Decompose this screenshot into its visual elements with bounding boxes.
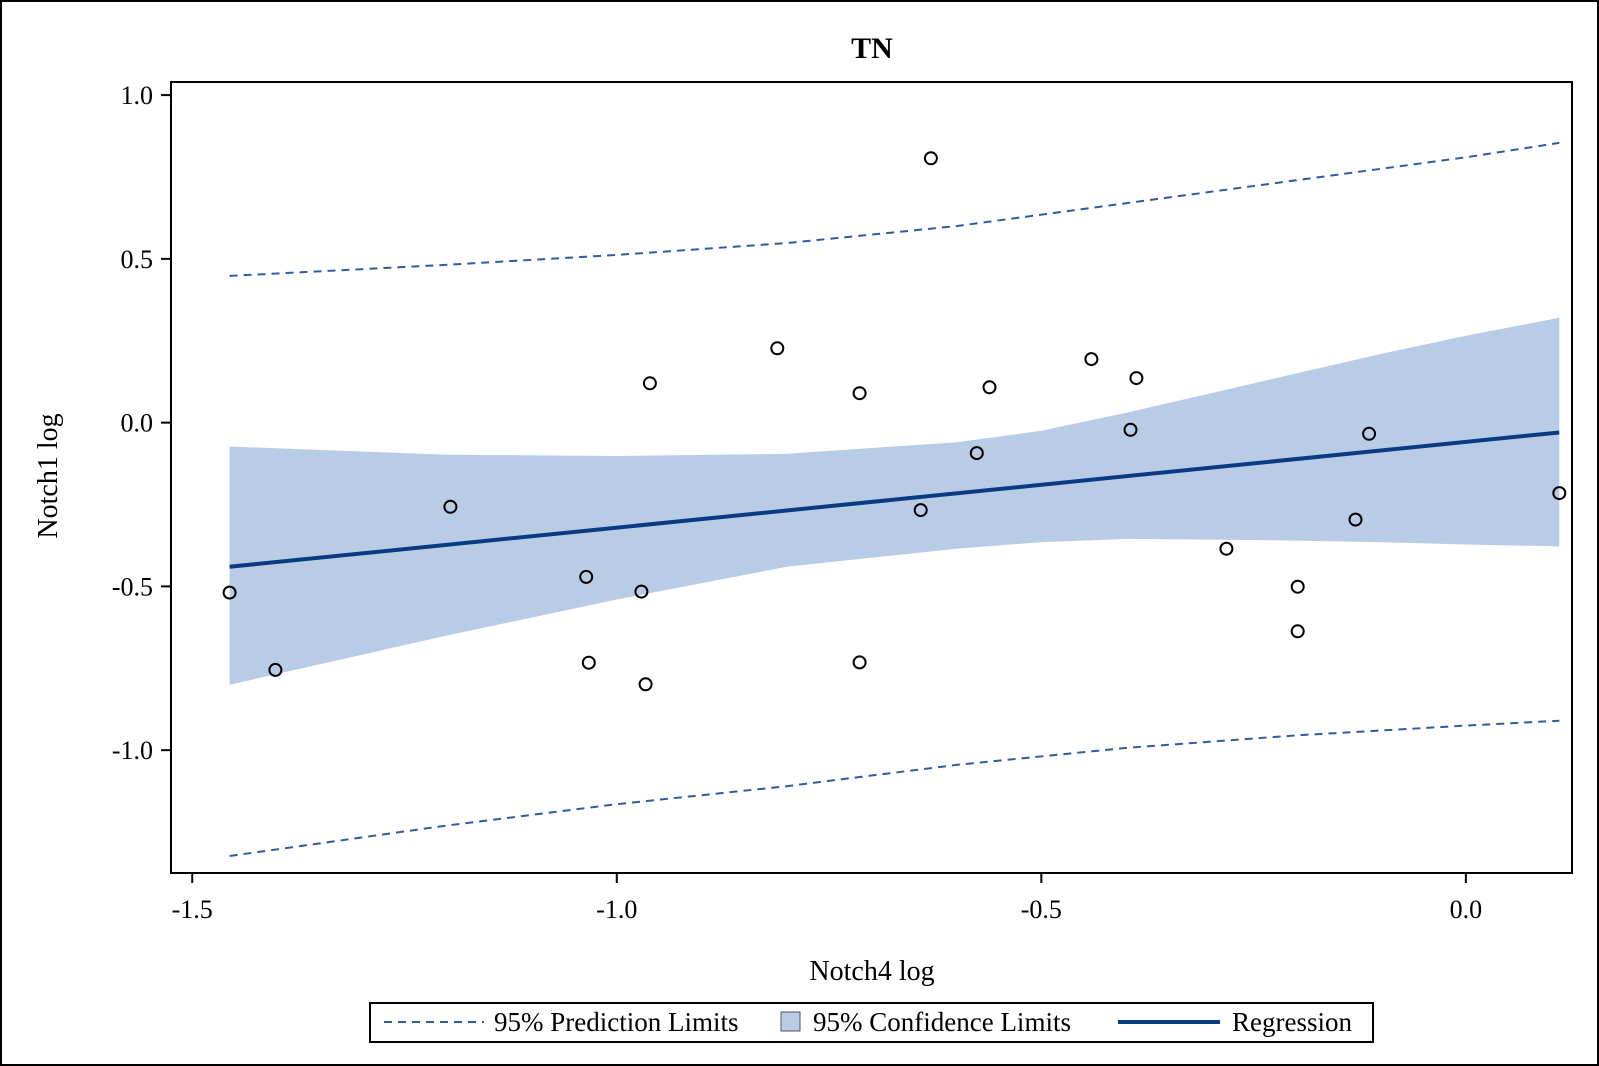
data-point-20 — [1290, 579, 1305, 594]
chart-title: TN — [851, 32, 893, 65]
axes: -1.5 -1.0 -0.5 0.0 1.0 0.5 0.0 -0.5 -1.0 — [112, 81, 1573, 924]
data-point-6 — [634, 584, 649, 599]
legend-prediction-label: 95% Prediction Limits — [494, 1007, 738, 1037]
data-point-9 — [770, 341, 785, 356]
data-point-22 — [1348, 512, 1363, 527]
y-tick-label-2: 0.5 — [121, 245, 154, 274]
x-axis-label: Notch4 log — [809, 956, 934, 987]
data-point-13 — [923, 151, 938, 166]
data-point-5 — [581, 655, 596, 670]
data-point-2 — [268, 662, 283, 677]
data-point-10 — [852, 386, 867, 401]
data-point-8 — [642, 376, 657, 391]
data-point-7 — [638, 677, 653, 692]
data-point-21 — [1290, 624, 1305, 639]
x-tick-label-1: -1.5 — [172, 895, 213, 924]
data-point-4 — [579, 569, 594, 584]
data-point-19 — [1219, 541, 1234, 556]
x-tick-label-3: -0.5 — [1021, 895, 1062, 924]
data-point-16 — [1084, 352, 1099, 367]
data-point-24 — [1552, 486, 1567, 501]
x-tick-label-2: -1.0 — [596, 895, 637, 924]
y-tick-label-5: -1.0 — [112, 736, 153, 765]
y-tick-label-1: 1.0 — [121, 81, 154, 110]
data-point-3 — [443, 499, 458, 514]
regression-line — [229, 430, 1560, 569]
y-axis-label: Notch1 log — [33, 413, 64, 538]
plot-area — [222, 141, 1567, 857]
y-tick-label-3: 0.0 — [121, 409, 154, 438]
data-point-11 — [852, 655, 867, 670]
plot-frame — [170, 81, 1573, 874]
data-point-12 — [913, 503, 928, 518]
data-point-17 — [1123, 422, 1138, 437]
data-point-1 — [222, 585, 237, 600]
y-tick-label-4: -0.5 — [112, 572, 153, 601]
legend-regression-label: Regression — [1232, 1007, 1352, 1037]
legend: 95% Prediction Limits 95% Confidence Lim… — [369, 1002, 1374, 1043]
prediction-limit-lower — [229, 719, 1560, 857]
data-point-14 — [969, 446, 984, 461]
legend-confidence-swatch — [780, 1011, 801, 1032]
x-tick-label-4: 0.0 — [1450, 895, 1483, 924]
data-point-18 — [1129, 371, 1144, 386]
data-point-23 — [1362, 426, 1377, 441]
data-point-15 — [982, 380, 997, 395]
legend-confidence-label: 95% Confidence Limits — [813, 1007, 1071, 1037]
prediction-limit-upper — [229, 141, 1560, 277]
